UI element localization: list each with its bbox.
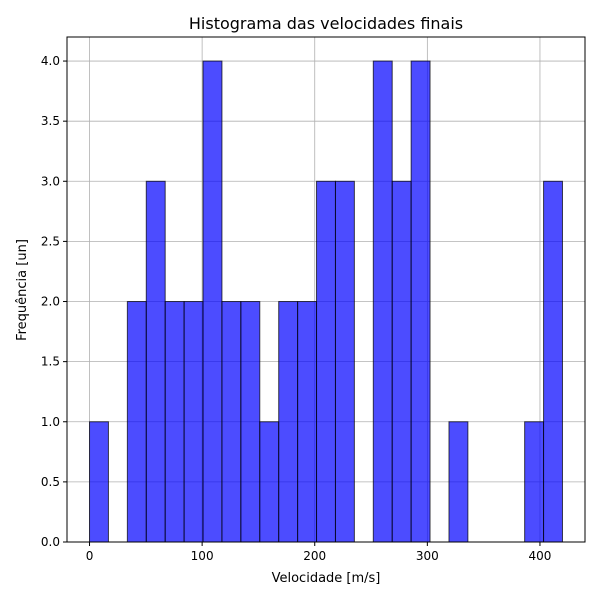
chart-title: Histograma das velocidades finais xyxy=(189,14,463,33)
histogram-bar xyxy=(126,301,147,543)
x-tick-label: 0 xyxy=(86,549,94,563)
histogram-bar xyxy=(221,301,242,543)
histogram-bar xyxy=(372,60,393,543)
histogram-bar xyxy=(164,301,185,543)
histogram-bar xyxy=(448,421,469,543)
y-tick-label: 2.5 xyxy=(41,234,60,248)
histogram-bar xyxy=(202,60,223,543)
y-tick-label: 0.5 xyxy=(41,475,60,489)
x-tick-label: 400 xyxy=(529,549,552,563)
histogram-bar xyxy=(524,421,545,543)
histogram-bar xyxy=(316,180,336,543)
x-tick-label: 300 xyxy=(416,549,439,563)
y-tick-label: 2.0 xyxy=(41,295,60,309)
y-tick-label: 3.0 xyxy=(41,174,60,188)
plot-frame xyxy=(66,36,586,543)
y-axis-ticks: 0.0 0.5 1.0 1.5 2.0 2.5 3.0 3.5 4.0 xyxy=(41,54,67,549)
x-tick-label: 200 xyxy=(303,549,326,563)
histogram-bar xyxy=(259,421,280,543)
histogram-bar xyxy=(410,60,431,543)
histogram-bar xyxy=(334,180,355,543)
x-axis-ticks: 0 100 200 300 400 xyxy=(86,542,552,563)
y-tick-label: 1.0 xyxy=(41,415,60,429)
y-tick-label: 4.0 xyxy=(41,54,60,68)
histogram-bar xyxy=(145,180,166,543)
y-tick-label: 0.0 xyxy=(41,535,60,549)
y-axis-label: Frequência [un] xyxy=(15,239,30,341)
y-tick-label: 1.5 xyxy=(41,355,60,369)
y-tick-label: 3.5 xyxy=(41,114,60,128)
histogram-bar xyxy=(240,301,261,543)
histogram-bar xyxy=(278,301,299,543)
histogram-bar xyxy=(183,301,204,543)
histogram-bar xyxy=(391,180,412,543)
x-tick-label: 100 xyxy=(191,549,214,563)
histogram-bar xyxy=(543,180,563,543)
histogram-bar xyxy=(297,301,318,543)
histogram-bar xyxy=(89,421,109,543)
x-axis-label: Velocidade [m/s] xyxy=(272,571,381,586)
